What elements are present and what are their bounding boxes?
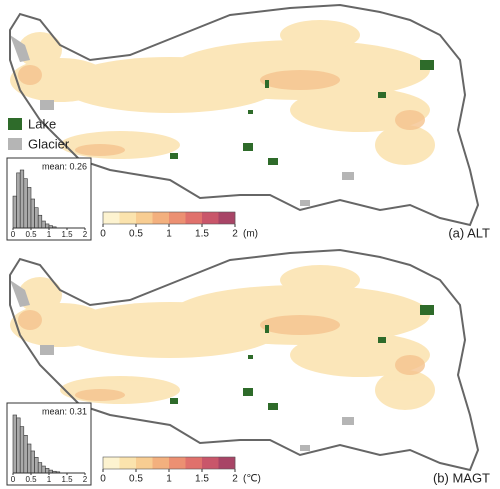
colorbar-swatch — [119, 457, 137, 469]
hist-bar — [12, 195, 17, 229]
hist-bar — [34, 457, 39, 474]
colorbar-swatch — [152, 457, 170, 469]
hist-bar — [27, 443, 32, 474]
hist-tick-label: 0.5 — [25, 230, 37, 239]
hist-bar — [37, 462, 43, 474]
colorbar-swatch — [152, 212, 170, 224]
colorbar-swatch — [103, 212, 120, 224]
colorbar-tick-label: 0 — [100, 229, 106, 240]
lake-swatch — [8, 118, 22, 130]
colorbar-swatch — [103, 457, 120, 469]
colorbar-unit: (℃) — [243, 474, 261, 485]
colorbar-tick-label: 2 — [232, 229, 238, 240]
hist-tick-label: 1.5 — [61, 475, 73, 484]
hist-bar — [19, 169, 25, 229]
colorbar-swatch — [119, 212, 137, 224]
hist-tick-label: 0 — [11, 230, 16, 239]
hist-tick-label: 1 — [47, 230, 52, 239]
hist-bar — [16, 417, 21, 474]
legend-label: Glacier — [28, 136, 70, 151]
colorbar-tick-label: 1 — [166, 474, 172, 485]
colorbar-swatch — [185, 457, 203, 469]
glacier-swatch — [8, 138, 22, 150]
colorbar-tick-label: 0.5 — [129, 229, 143, 240]
hist-tick-label: 0 — [11, 475, 16, 484]
panel: Lake Glacier (a) ALT mean: 0.26 0 0.5 1 1.5 2 0… — [6, 4, 490, 241]
colorbar-swatch — [169, 457, 186, 469]
colorbar-tick-label: 1 — [166, 229, 172, 240]
hist-bar — [27, 187, 32, 229]
colorbar-tick-label: 0.5 — [129, 474, 143, 485]
hist-bar — [37, 214, 43, 229]
hist-bar — [12, 414, 17, 474]
colorbar-swatch — [185, 212, 203, 224]
colorbar-swatch — [202, 212, 219, 224]
hist-tick-label: 0.5 — [25, 475, 37, 484]
colorbar-tick-label: 2 — [232, 474, 238, 485]
hist-bar — [45, 468, 50, 474]
mean-label: mean: 0.26 — [42, 161, 87, 171]
colorbar-tick-label: 1.5 — [195, 229, 209, 240]
mean-label: mean: 0.31 — [42, 406, 87, 416]
colorbar-tick-label: 1.5 — [195, 474, 209, 485]
panel-label: (b) MAGT — [433, 470, 490, 485]
hist-bar — [23, 435, 28, 474]
colorbar-swatch — [169, 212, 186, 224]
hist-bar — [19, 426, 25, 474]
panel: (b) MAGT mean: 0.31 0 0.5 1 1.5 2 0 0.5 1 1.5 2 (℃) — [6, 249, 490, 486]
hist-bar — [41, 220, 46, 229]
hist-bar — [30, 450, 35, 474]
hist-tick-label: 2 — [83, 475, 88, 484]
colorbar-swatch — [136, 212, 153, 224]
hist-bar — [23, 178, 28, 229]
hist-bar — [30, 198, 35, 229]
hist-bar — [41, 465, 46, 474]
colorbar-swatch — [202, 457, 219, 469]
colorbar-swatch — [218, 457, 236, 469]
hist-tick-label: 1.5 — [61, 230, 73, 239]
colorbar-tick-label: 0 — [100, 474, 106, 485]
hist-bar — [34, 207, 39, 229]
hist-tick-label: 2 — [83, 230, 88, 239]
legend-label: Lake — [28, 116, 56, 131]
hist-tick-label: 1 — [47, 475, 52, 484]
hist-bar — [16, 172, 21, 229]
colorbar-unit: (m) — [243, 229, 258, 240]
colorbar-swatch — [136, 457, 153, 469]
panel-label: (a) ALT — [448, 225, 490, 240]
hist-bar — [45, 223, 50, 229]
colorbar-swatch — [218, 212, 236, 224]
